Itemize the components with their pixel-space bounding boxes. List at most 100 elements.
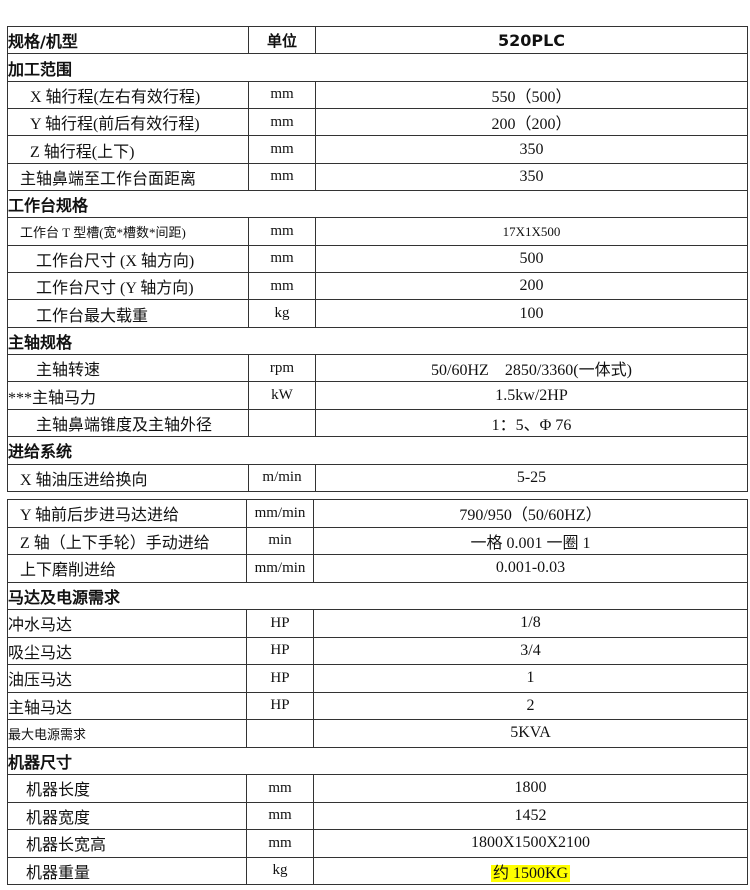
section-row: 工作台规格 <box>7 190 748 219</box>
spec-label: 机器宽度 <box>7 801 247 830</box>
table-row: 主轴马达 HP 2 <box>7 691 748 720</box>
spec-value-cell: 一格 0.001 一圈 1 <box>313 526 748 555</box>
spec-value-cell: 1.5kw/2HP <box>315 381 748 410</box>
spec-value: 500 <box>519 249 544 267</box>
spec-unit: mm/min <box>246 499 314 528</box>
spec-label: 工作台 T 型槽(宽*槽数*间距) <box>7 217 249 246</box>
spec-value: 1800X1500X2100 <box>470 834 591 852</box>
spec-label: 上下磨削进给 <box>7 554 247 583</box>
spec-value-cell: 200 <box>315 272 748 301</box>
spec-value: 350 <box>519 140 544 158</box>
spec-unit: kg <box>246 856 314 885</box>
spec-unit: mm <box>248 244 316 274</box>
spec-label: 冲水马达 <box>7 609 247 638</box>
spec-label: Y 轴前后步进马达进给 <box>7 499 247 528</box>
table-row: 吸尘马达 HP 3/4 <box>7 636 748 665</box>
spec-unit: mm <box>246 829 314 858</box>
spec-value-cell: 1：5、Φ 76 <box>315 408 748 438</box>
table-row: Y 轴行程(前后有效行程) mm 200（200） <box>7 108 748 137</box>
spec-unit: kW <box>248 381 316 410</box>
spec-table-main: 规格/机型 单位 520PLC 加工范围 X 轴行程(左右有效行程) mm 550（5… <box>7 25 748 492</box>
spec-unit: min <box>246 526 314 555</box>
spec-unit: HP <box>246 691 314 720</box>
spec-value: 1：5、Φ 76 <box>491 416 572 434</box>
spec-value: 1.5kw/2HP <box>495 386 568 404</box>
spec-unit: mm <box>246 774 314 803</box>
table-row: ***主轴马力 kW 1.5kw/2HP <box>7 381 748 410</box>
spec-value-cell: 1/8 <box>313 609 748 638</box>
spec-value: 约 1500KG <box>490 864 571 882</box>
spec-value: 790/950（50/60HZ） <box>459 507 602 525</box>
header-row: 规格/机型 单位 520PLC <box>7 25 748 55</box>
spec-label: 主轴转速 <box>7 354 249 383</box>
spec-label: 主轴马达 <box>7 691 247 720</box>
spec-value: 1/8 <box>520 614 541 632</box>
table-row: 冲水马达 HP 1/8 <box>7 609 748 638</box>
spec-unit: kg <box>248 299 316 328</box>
spec-label: 工作台尺寸 (Y 轴方向) <box>7 272 249 301</box>
spec-unit: mm <box>246 801 314 830</box>
spec-value: 100 <box>519 304 544 322</box>
spec-unit: mm <box>248 108 316 137</box>
spec-value: 550（500） <box>491 88 572 106</box>
table-row: 油压马达 HP 1 <box>7 664 748 693</box>
spec-value: 350 <box>519 167 544 185</box>
section-title: 马达及电源需求 <box>7 581 748 610</box>
table-row: 机器重量 kg 约 1500KG <box>7 856 748 885</box>
spec-label: 最大电源需求 <box>7 719 247 748</box>
spec-label: 吸尘马达 <box>7 636 247 665</box>
spec-label: 机器重量 <box>7 856 247 885</box>
spec-unit: rpm <box>248 354 316 383</box>
spec-label: Z 轴（上下手轮）手动进给 <box>7 526 247 555</box>
spec-unit: HP <box>246 609 314 638</box>
spec-value-cell: 3/4 <box>313 636 748 665</box>
spec-label: 油压马达 <box>7 664 247 693</box>
spec-value-cell: 约 1500KG <box>313 856 748 885</box>
section-row: 主轴规格 <box>7 326 748 356</box>
spec-table-continued: Y 轴前后步进马达进给 mm/min 790/950（50/60HZ） Z 轴（上下手… <box>7 499 748 885</box>
table-row: 机器宽度 mm 1452 <box>7 801 748 830</box>
table-row: 主轴鼻端至工作台面距离 mm 350 <box>7 162 748 192</box>
spec-value: 3/4 <box>520 641 541 659</box>
spec-unit: m/min <box>248 463 316 492</box>
spec-label: Y 轴行程(前后有效行程) <box>7 108 249 137</box>
spec-value-cell: 100 <box>315 299 748 328</box>
spec-label: 机器长度 <box>7 774 247 803</box>
spec-value-cell: 5-25 <box>315 463 748 492</box>
spec-value-cell: 350 <box>315 135 748 164</box>
table-row: X 轴油压进给换向 m/min 5-25 <box>7 463 748 492</box>
table-row: 工作台尺寸 (Y 轴方向) mm 200 <box>7 272 748 301</box>
spec-unit: mm/min <box>246 554 314 583</box>
spec-label: X 轴行程(左右有效行程) <box>7 80 249 110</box>
spec-label: 工作台尺寸 (X 轴方向) <box>7 244 249 274</box>
table-row: 主轴转速 rpm 50/60HZ 2850/3360(一体式) <box>7 354 748 383</box>
table-row: 机器长度 mm 1800 <box>7 774 748 803</box>
spec-unit <box>248 408 316 438</box>
spec-value-cell: 17X1X500 <box>315 217 748 246</box>
spec-value: 1452 <box>514 806 547 824</box>
spec-value: 17X1X500 <box>502 223 561 239</box>
spec-value: 0.001-0.03 <box>495 559 566 577</box>
spec-unit: mm <box>248 162 316 192</box>
table-row: Z 轴行程(上下) mm 350 <box>7 135 748 164</box>
spec-value: 200（200） <box>491 116 572 134</box>
spec-value-cell: 350 <box>315 162 748 192</box>
table-row: Z 轴（上下手轮）手动进给 min 一格 0.001 一圈 1 <box>7 526 748 555</box>
spec-value-cell: 200（200） <box>315 108 748 137</box>
spec-label: ***主轴马力 <box>7 381 249 410</box>
spec-value-cell: 2 <box>313 691 748 720</box>
spec-value: 200 <box>519 277 544 295</box>
spec-value: 5-25 <box>516 468 547 486</box>
spec-value: 1 <box>526 669 535 687</box>
table-row: 主轴鼻端锥度及主轴外径 1：5、Φ 76 <box>7 408 748 438</box>
table-row: 工作台尺寸 (X 轴方向) mm 500 <box>7 244 748 274</box>
spec-unit: mm <box>248 80 316 110</box>
spec-label: 工作台最大载重 <box>7 299 249 328</box>
header-spec-label: 规格/机型 <box>7 25 249 55</box>
spec-value: 一格 0.001 一圈 1 <box>470 534 591 552</box>
table-row: 工作台最大载重 kg 100 <box>7 299 748 328</box>
spec-unit: mm <box>248 217 316 246</box>
spec-label: X 轴油压进给换向 <box>7 463 249 492</box>
spec-value-cell: 1800X1500X2100 <box>313 829 748 858</box>
spec-value: 50/60HZ 2850/3360(一体式) <box>431 362 632 380</box>
